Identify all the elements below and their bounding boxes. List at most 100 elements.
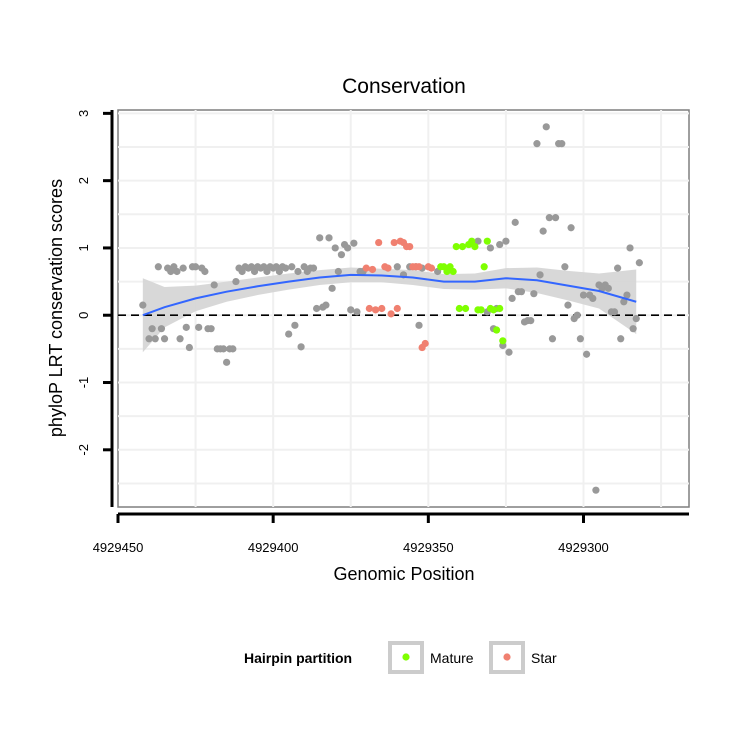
data-point-other xyxy=(285,330,293,338)
y-tick-label: 0 xyxy=(76,312,91,319)
legend-dot-mature xyxy=(402,653,410,661)
data-point-mature xyxy=(455,304,463,313)
data-point-other xyxy=(309,264,318,272)
x-axis-label: Genomic Position xyxy=(333,564,474,584)
data-point-other xyxy=(173,267,181,276)
data-point-other xyxy=(325,234,333,242)
data-point-other xyxy=(344,244,352,252)
data-point-other xyxy=(179,264,187,272)
data-point-star xyxy=(378,304,386,313)
data-point-other xyxy=(635,259,643,267)
y-tick-label: 2 xyxy=(76,177,91,184)
data-point-other xyxy=(592,486,600,494)
data-point-star xyxy=(362,264,370,272)
data-point-mature xyxy=(496,304,504,313)
data-point-other xyxy=(548,335,557,343)
data-point-other xyxy=(623,291,631,299)
data-point-other xyxy=(322,301,330,309)
data-point-star xyxy=(390,238,398,247)
data-point-other xyxy=(281,264,290,272)
legend-dot-star xyxy=(503,653,511,661)
data-point-other xyxy=(614,264,622,272)
data-point-other xyxy=(632,314,640,323)
data-point-other xyxy=(474,237,482,245)
x-tick-label: 4929350 xyxy=(403,540,454,555)
data-point-star xyxy=(415,263,423,271)
data-point-other xyxy=(154,263,162,271)
data-point-other xyxy=(195,323,203,331)
data-point-other xyxy=(393,263,401,271)
data-point-other xyxy=(530,290,538,298)
y-tick-label: -2 xyxy=(76,444,91,456)
data-point-other xyxy=(151,335,159,343)
legend-label-mature: Mature xyxy=(430,650,474,666)
data-point-mature xyxy=(461,304,470,313)
data-point-other xyxy=(561,263,569,271)
data-point-other xyxy=(313,304,321,313)
data-point-other xyxy=(517,288,526,296)
data-point-star xyxy=(406,242,414,251)
legend: Hairpin partition Mature Star xyxy=(244,641,557,674)
y-axis: -2 -1 0 1 2 3 xyxy=(76,110,114,507)
data-point-other xyxy=(579,291,588,299)
data-point-other xyxy=(415,321,423,329)
data-point-star xyxy=(375,238,383,247)
data-point-other xyxy=(604,284,612,292)
smooth-trend-line xyxy=(142,273,637,317)
x-tick-label: 4929400 xyxy=(248,540,299,555)
data-point-star xyxy=(393,304,401,313)
data-point-other xyxy=(223,358,231,366)
data-point-mature xyxy=(483,237,491,245)
plot-panel xyxy=(117,109,690,508)
data-point-other xyxy=(620,298,628,306)
data-point-other xyxy=(288,263,296,271)
data-point-other xyxy=(582,350,591,358)
data-point-star xyxy=(427,264,436,272)
data-point-star xyxy=(368,265,377,274)
data-point-other xyxy=(232,277,240,286)
data-point-mature xyxy=(489,306,498,314)
data-point-other xyxy=(502,237,510,245)
data-point-other xyxy=(496,240,504,249)
data-point-other xyxy=(551,214,560,222)
data-point-other xyxy=(536,271,544,279)
data-point-other xyxy=(542,123,550,131)
data-point-other xyxy=(626,244,634,252)
data-point-other xyxy=(328,284,336,292)
data-point-other xyxy=(201,267,209,276)
x-axis: 4929450 4929400 4929350 4929300 xyxy=(93,512,689,555)
legend-entry-mature: Mature xyxy=(388,641,474,674)
data-point-other xyxy=(176,335,184,343)
data-point-other xyxy=(316,234,324,242)
data-point-other xyxy=(508,294,516,303)
data-point-other xyxy=(539,227,547,235)
data-point-other xyxy=(185,343,193,352)
data-point-mature xyxy=(480,263,488,271)
data-point-other xyxy=(564,301,572,309)
data-point-mature xyxy=(468,237,476,245)
legend-title: Hairpin partition xyxy=(244,650,352,666)
data-point-other xyxy=(229,345,237,353)
data-point-other xyxy=(219,345,228,353)
y-tick-label: 1 xyxy=(76,244,91,251)
data-point-other xyxy=(589,294,597,303)
data-point-other xyxy=(533,140,541,148)
data-point-other xyxy=(182,323,190,331)
x-tick-label: 4929300 xyxy=(558,540,609,555)
data-point-other xyxy=(148,325,156,333)
data-point-other xyxy=(610,308,619,316)
data-point-other xyxy=(337,251,346,259)
data-point-star xyxy=(365,304,373,313)
data-point-other xyxy=(567,224,575,232)
data-point-mature xyxy=(458,242,467,251)
data-point-other xyxy=(297,343,305,351)
legend-entry-star: Star xyxy=(489,641,557,674)
data-point-star xyxy=(384,264,392,272)
y-tick-label: 3 xyxy=(76,110,91,117)
data-point-other xyxy=(160,335,169,343)
data-point-mature xyxy=(492,326,501,334)
data-point-star xyxy=(371,306,380,314)
confidence-ribbon xyxy=(142,267,637,353)
smooth-ribbon-layer xyxy=(142,267,637,353)
data-point-mature xyxy=(452,242,460,251)
